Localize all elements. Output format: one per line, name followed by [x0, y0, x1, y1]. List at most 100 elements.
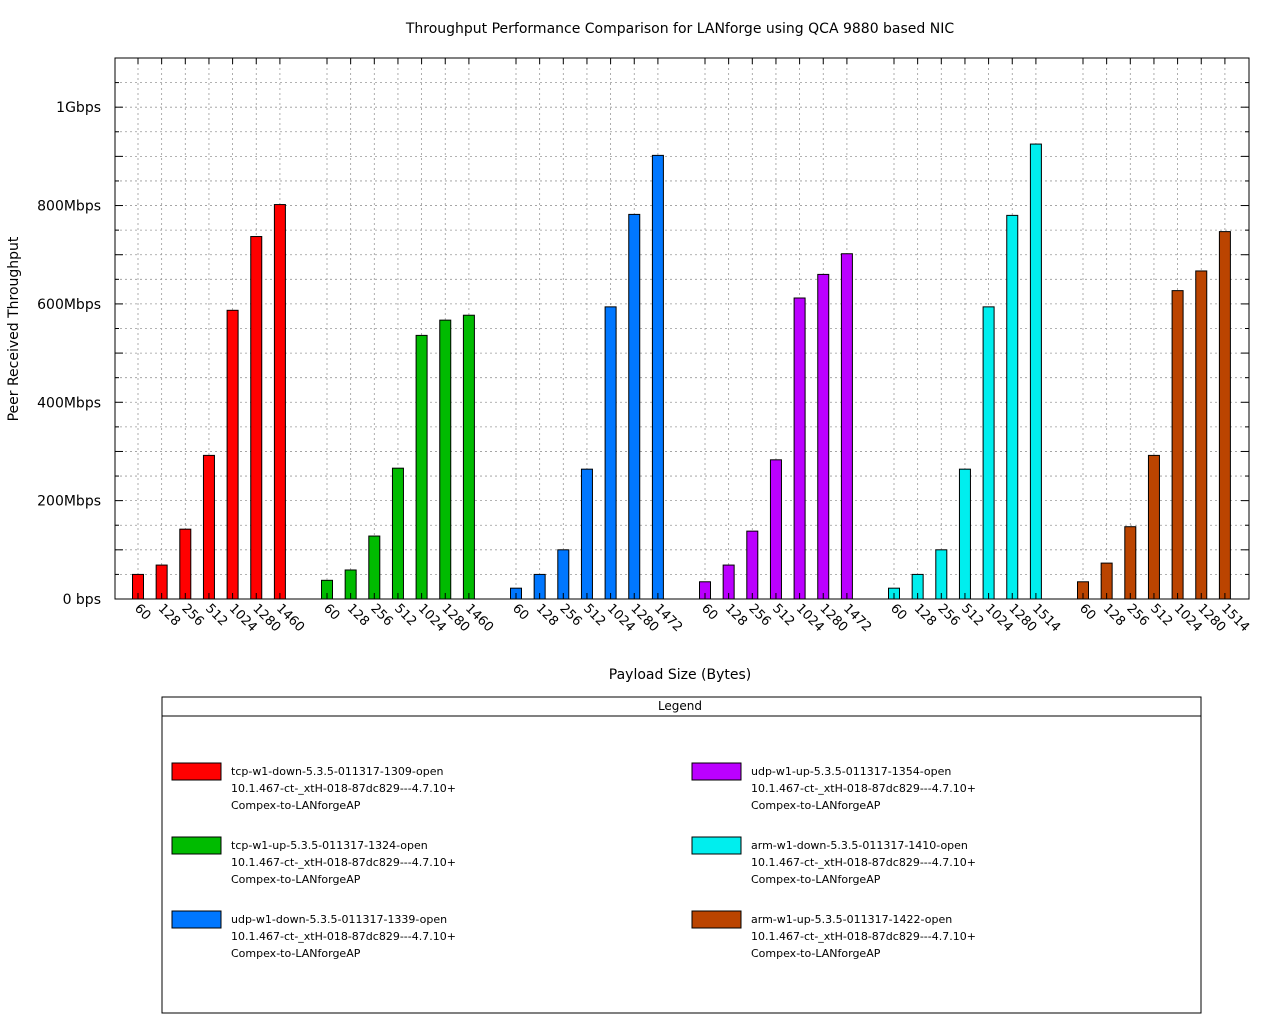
- bar-series: [132, 143, 1231, 600]
- x-category-label: 60: [320, 601, 342, 623]
- x-category-label: 256: [367, 601, 395, 629]
- legend-entry: udp-w1-up-5.3.5-011317-1354-open 10.1.467…: [691, 762, 976, 812]
- x-category-label: 512: [391, 601, 419, 629]
- legend-entry-label: 10.1.467-ct-_xtH-018-87dc829---4.7.10+: [751, 856, 976, 869]
- x-category-label: 60: [698, 601, 720, 623]
- bar: [273, 204, 286, 600]
- y-tick-label: 1Gbps: [56, 100, 101, 116]
- bar: [746, 530, 759, 600]
- legend-entry-label: 10.1.467-ct-_xtH-018-87dc829---4.7.10+: [231, 930, 456, 943]
- bar: [1124, 526, 1137, 600]
- y-tick-label: 200Mbps: [37, 494, 101, 510]
- bar: [557, 549, 570, 600]
- bar: [651, 154, 664, 600]
- bar: [202, 454, 215, 600]
- y-tick-label: 800Mbps: [37, 199, 101, 215]
- legend-entry: tcp-w1-up-5.3.5-011317-1324-open 10.1.467…: [171, 836, 456, 886]
- legend-swatch: [691, 910, 742, 929]
- legend-entry-label: tcp-w1-up-5.3.5-011317-1324-open: [231, 839, 428, 852]
- legend-swatch: [691, 836, 742, 855]
- legend-entry-label: udp-w1-down-5.3.5-011317-1339-open: [231, 913, 447, 926]
- x-category-label: 512: [202, 601, 230, 629]
- series-group: [699, 253, 853, 600]
- legend-title: Legend: [658, 699, 702, 713]
- legend-entry: tcp-w1-down-5.3.5-011317-1309-open 10.1.4…: [171, 762, 456, 812]
- y-axis-label: Peer Received Throughput: [6, 236, 22, 421]
- x-category-label: 128: [1100, 601, 1128, 629]
- legend-entry-label: 10.1.467-ct-_xtH-018-87dc829---4.7.10+: [751, 782, 976, 795]
- bar: [439, 319, 452, 600]
- legend-entry-label: Compex-to-LANforgeAP: [231, 947, 361, 960]
- x-axis-label: Payload Size (Bytes): [609, 667, 751, 683]
- legend-entry-label: Compex-to-LANforgeAP: [751, 873, 881, 886]
- bar: [415, 334, 428, 600]
- legend-swatch: [171, 762, 222, 781]
- x-category-label: 128: [155, 601, 183, 629]
- legend-entry: arm-w1-down-5.3.5-011317-1410-open 10.1.4…: [691, 836, 976, 886]
- legend-entries: tcp-w1-down-5.3.5-011317-1309-open 10.1.4…: [171, 762, 976, 960]
- series-group: [321, 314, 475, 600]
- x-category-label: 128: [533, 601, 561, 629]
- x-category-label: 256: [556, 601, 584, 629]
- bar: [793, 297, 806, 600]
- y-axis-ticks: 0 bps 200Mbps 400Mbps 600Mbps 800Mbps 1Gbps: [37, 82, 1249, 608]
- x-category-label: 512: [580, 601, 608, 629]
- x-category-label: 256: [934, 601, 962, 629]
- bar: [628, 213, 641, 600]
- legend-entry-label: Compex-to-LANforgeAP: [751, 947, 881, 960]
- x-category-label: 60: [1076, 601, 1098, 623]
- legend-entry-label: 10.1.467-ct-_xtH-018-87dc829---4.7.10+: [231, 782, 456, 795]
- series-group: [888, 143, 1042, 600]
- bar: [368, 535, 381, 600]
- bar: [391, 467, 404, 600]
- bar: [935, 549, 948, 600]
- x-category-label: 256: [745, 601, 773, 629]
- legend-entry: udp-w1-down-5.3.5-011317-1339-open 10.1.4…: [171, 910, 456, 960]
- bar: [840, 253, 853, 600]
- x-category-label: 60: [509, 601, 531, 623]
- bar: [179, 528, 192, 600]
- legend-entry-label: arm-w1-down-5.3.5-011317-1410-open: [751, 839, 968, 852]
- bar: [958, 468, 971, 600]
- legend-entry-label: tcp-w1-down-5.3.5-011317-1309-open: [231, 765, 443, 778]
- legend-entry-label: 10.1.467-ct-_xtH-018-87dc829---4.7.10+: [231, 856, 456, 869]
- x-category-label: 60: [131, 601, 153, 623]
- x-category-label: 512: [769, 601, 797, 629]
- legend: Legend tcp-w1-down-5.3.5-011317-1309-ope…: [161, 696, 1202, 1014]
- bar: [1171, 290, 1184, 600]
- x-category-label: 512: [958, 601, 986, 629]
- bar: [817, 273, 830, 600]
- bar: [1195, 270, 1208, 600]
- bar: [604, 306, 617, 600]
- bar: [226, 309, 239, 600]
- x-category-label: 128: [722, 601, 750, 629]
- bar: [462, 314, 475, 600]
- legend-entry-label: 10.1.467-ct-_xtH-018-87dc829---4.7.10+: [751, 930, 976, 943]
- bar: [769, 459, 782, 600]
- x-category-label: 512: [1147, 601, 1175, 629]
- x-category-label: 128: [911, 601, 939, 629]
- legend-swatch: [171, 910, 222, 929]
- legend-swatch: [691, 762, 742, 781]
- bar: [1006, 214, 1019, 600]
- legend-entry: arm-w1-up-5.3.5-011317-1422-open 10.1.467…: [691, 910, 976, 960]
- bar: [982, 306, 995, 600]
- x-category-label: 256: [178, 601, 206, 629]
- legend-entry-label: Compex-to-LANforgeAP: [231, 799, 361, 812]
- x-category-label: 60: [887, 601, 909, 623]
- series-group: [1077, 231, 1231, 600]
- x-category-label: 128: [344, 601, 372, 629]
- chart-title: Throughput Performance Comparison for LA…: [405, 21, 955, 37]
- y-tick-label: 600Mbps: [37, 297, 101, 313]
- legend-box: [161, 696, 1202, 1014]
- bar: [1218, 231, 1231, 600]
- legend-entry-label: udp-w1-up-5.3.5-011317-1354-open: [751, 765, 951, 778]
- legend-swatch: [171, 836, 222, 855]
- legend-entry-label: Compex-to-LANforgeAP: [751, 799, 881, 812]
- x-category-label: 256: [1123, 601, 1151, 629]
- y-tick-label: 400Mbps: [37, 395, 101, 411]
- bar: [250, 236, 263, 600]
- bar: [1029, 143, 1042, 600]
